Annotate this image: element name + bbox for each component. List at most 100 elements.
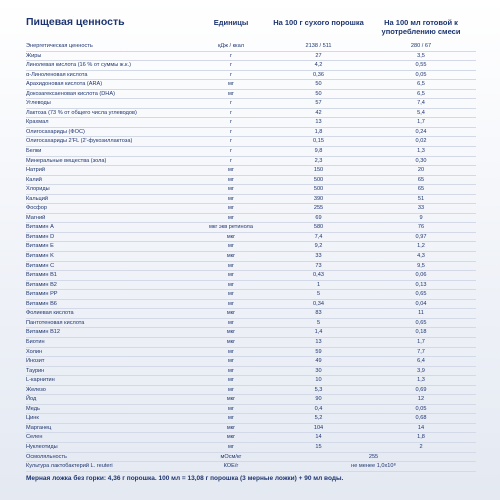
unit: мг [191,280,271,291]
column-header: Единицы [213,18,249,27]
value: 14 [271,432,366,443]
value: 15 [271,442,366,453]
value: 0,05 [366,70,476,81]
value: 2 [366,442,476,453]
value: 65 [366,175,476,186]
value: 1 [271,280,366,291]
value: 2138 / 511 [271,42,366,52]
nutrient-name: Линолевая кислота (16 % от суммы ж.к.) [26,60,191,71]
value: 50 [271,79,366,90]
value: 0,68 [366,413,476,424]
unit: мг [191,241,271,253]
value: 14 [366,423,476,434]
value: 104 [271,423,366,434]
nutrient-name: Белки [26,146,191,157]
value: 390 [271,194,366,205]
value: 255 [271,203,366,214]
nutrient-name: Магний [26,213,191,224]
nutrient-name: Селен [26,432,191,443]
value: 0,65 [366,289,476,300]
value: 5,4 [366,108,476,119]
value: 0,55 [366,60,476,71]
value: 0,65 [366,318,476,329]
value: 13 [271,117,366,128]
unit: мкг [191,251,271,262]
nutrient-name: Витамин А [26,222,191,233]
value: 0,36 [271,70,366,81]
value: 10 [271,375,366,386]
value: 12 [366,394,476,405]
unit: мг [191,413,271,424]
nutrition-table: Пищевая ценность Единицы На 100 г сухого п… [26,17,476,472]
nutrient-name: Витамин B6 [26,299,191,310]
value: 9 [366,213,476,224]
table-row: Энергетическая ценность кДж / ккал 2138 / … [26,42,476,52]
value: 11 [366,308,476,319]
value: 500 [271,175,366,186]
unit: г [191,117,271,128]
value: 1,2 [366,241,476,253]
value: 0,43 [271,270,366,281]
nutrient-name: Олигосахариды (ФОС) [26,127,191,138]
unit: мг [191,89,271,100]
nutrient-name: Витамин B12 [26,327,191,338]
nutrient-name: Витамин B1 [26,270,191,281]
table-row: Крахмал г 13 1,7 [26,117,476,128]
value: 0,18 [366,327,476,338]
nutrient-name: Витамин D [26,232,191,243]
table-row: Витамин PP мг 5 0,65 [26,289,476,300]
value: 50 [271,89,366,100]
unit: г [191,98,271,109]
table-row: Фолиевая кислота мкг 83 11 [26,308,476,319]
table-row: Натрий мг 150 20 [26,165,476,176]
unit: мг [191,375,271,386]
nutrient-name: Витамин C [26,261,191,272]
table-row: Углеводы г 57 7,4 [26,98,476,109]
nutrient-name: Пантотеновая кислота [26,318,191,329]
value: 4,3 [366,251,476,262]
nutrient-name: Олигосахариды 2'FL (2'-фукозиллактоза) [26,136,191,147]
table-row: Селен мкг 14 1,8 [26,432,476,443]
value: 51 [366,194,476,205]
table-row: Таурин мг 30 3,9 [26,366,476,377]
value: 49 [271,356,366,367]
value: 6,5 [366,89,476,100]
value: 1,7 [366,337,476,348]
header-row: Пищевая ценность Единицы На 100 г сухого п… [26,17,476,42]
nutrient-name: α-Линоленовая кислота [26,70,191,81]
value: 6,4 [366,356,476,367]
value: 500 [271,184,366,195]
value: 4,2 [271,60,366,71]
table-row: Медь мг 0,4 0,05 [26,404,476,415]
unit: г [191,146,271,157]
value: 0,15 [271,136,366,147]
unit: г [191,70,271,81]
unit: г [191,136,271,147]
table-row: Железо мг 5,3 0,69 [26,385,476,396]
value: 5 [271,289,366,300]
value: 7,7 [366,347,476,358]
table-row: Витамин B12 мкг 1,4 0,18 [26,327,476,338]
value: 2,3 [271,156,366,167]
nutrient-name: Энергетическая ценность [26,42,191,52]
unit: мкг [191,423,271,434]
nutrient-name: Натрий [26,165,191,176]
nutrient-name: Хлориды [26,184,191,195]
table-container: Пищевая ценность Единицы На 100 г сухого п… [26,17,476,482]
unit: мг [191,165,271,176]
unit: кДж / ккал [191,42,271,52]
unit: мг [191,366,271,377]
nutrient-name: Минеральные вещества (зола) [26,156,191,167]
nutrient-name: Арахидоновая кислота (ARA) [26,79,191,90]
value: 69 [271,213,366,224]
unit: мг [191,347,271,358]
table-row: Витамин B6 мг 0,34 0,04 [26,299,476,310]
table-row: Калий мг 500 65 [26,175,476,186]
value: 9,8 [271,146,366,157]
table-row: Пантотеновая кислота мг 5 0,65 [26,318,476,329]
unit: КОЕ/г [191,461,271,472]
value: 1,7 [366,117,476,128]
value: 33 [271,251,366,262]
value: 0,05 [366,404,476,415]
